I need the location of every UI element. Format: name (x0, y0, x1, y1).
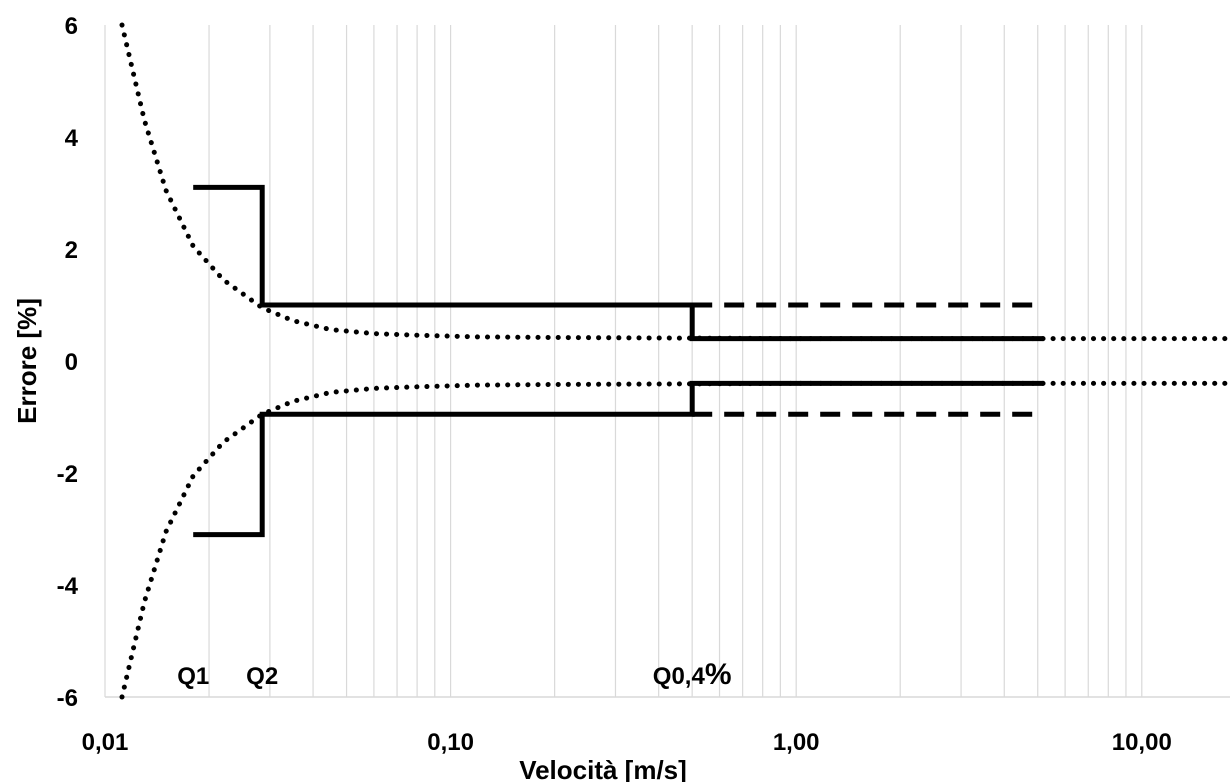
y-tick-label: -6 (57, 685, 78, 712)
series-line-5 (119, 22, 1230, 342)
annotation-label: Q2 (246, 663, 278, 690)
gridlines (104, 25, 1143, 697)
y-tick-labels: 6 4 2 0 -2 -4 -6 (57, 13, 79, 712)
y-tick-label: -4 (57, 573, 79, 600)
x-tick-label: 1,00 (773, 729, 820, 756)
series-group (119, 22, 1230, 700)
x-axis-title: Velocità [m/s] (519, 755, 687, 782)
x-tick-label: 0,01 (82, 729, 129, 756)
annotation-label: Q0,4% (653, 658, 732, 691)
series-line-2 (193, 380, 1044, 538)
y-tick-label: 4 (65, 125, 79, 152)
y-axis-title: Errore [%] (12, 298, 42, 424)
y-tick-label: 6 (65, 13, 78, 40)
x-tick-label: 10,00 (1112, 729, 1172, 756)
series-line-1 (193, 184, 1044, 342)
x-tick-label: 0,10 (427, 729, 474, 756)
series-line-6 (119, 380, 1230, 700)
x-tick-labels: 0,01 0,10 1,00 10,00 (82, 729, 1172, 756)
annotations: Q1 Q2 Q0,4% (177, 658, 731, 691)
y-tick-label: -2 (57, 461, 78, 488)
y-tick-label: 0 (65, 349, 78, 376)
y-tick-label: 2 (65, 237, 78, 264)
annotation-label: Q1 (177, 663, 209, 690)
